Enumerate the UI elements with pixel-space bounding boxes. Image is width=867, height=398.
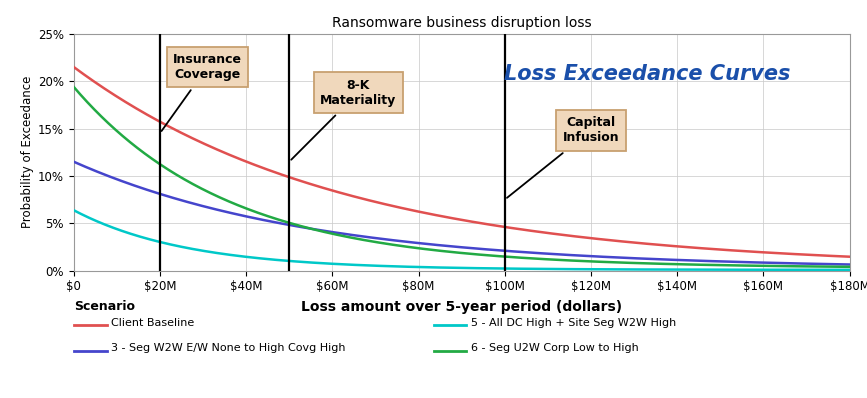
Text: Scenario: Scenario [74, 300, 134, 314]
Y-axis label: Probability of Exceedance: Probability of Exceedance [21, 76, 34, 228]
Text: 6 - Seg U2W Corp Low to High: 6 - Seg U2W Corp Low to High [471, 343, 638, 353]
Text: Client Baseline: Client Baseline [111, 318, 194, 328]
Text: Loss Exceedance Curves: Loss Exceedance Curves [505, 64, 791, 84]
Text: 5 - All DC High + Site Seg W2W High: 5 - All DC High + Site Seg W2W High [471, 318, 676, 328]
Text: 8-K
Materiality: 8-K Materiality [291, 78, 396, 160]
Title: Ransomware business disruption loss: Ransomware business disruption loss [332, 16, 591, 30]
Text: Capital
Infusion: Capital Infusion [507, 117, 619, 198]
Text: Insurance
Coverage: Insurance Coverage [161, 53, 242, 131]
X-axis label: Loss amount over 5-year period (dollars): Loss amount over 5-year period (dollars) [301, 300, 623, 314]
Text: 3 - Seg W2W E/W None to High Covg High: 3 - Seg W2W E/W None to High Covg High [111, 343, 345, 353]
